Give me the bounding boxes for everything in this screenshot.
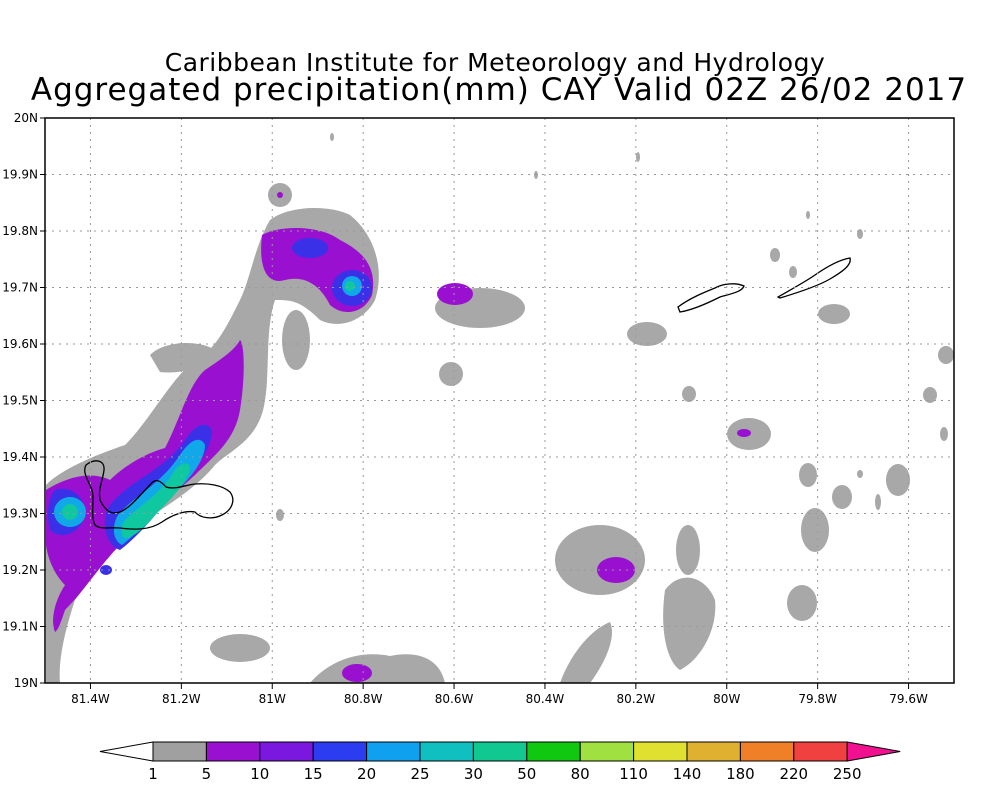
longitude-tick-labels: 81.4W 81.2W 81W 80.8W 80.6W 80.4W 80.2W 80W 79.8… <box>71 683 928 706</box>
coastlines <box>84 257 851 530</box>
x-tick-label: 79.8W <box>798 692 837 706</box>
colorbar-label: 80 <box>571 765 590 783</box>
x-tick-label: 80.8W <box>344 692 383 706</box>
x-tick-label: 80.6W <box>435 692 474 706</box>
x-tick-label: 81.4W <box>71 692 110 706</box>
map-subtitle: Aggregated precipitation(mm) CAY Valid 0… <box>30 72 968 108</box>
colorbar-label: 180 <box>726 765 755 783</box>
x-tick-label: 80W <box>713 692 740 706</box>
colorbar-label: 50 <box>517 765 536 783</box>
colorbar-bin <box>152 741 207 762</box>
colorbar-label: 25 <box>410 765 429 783</box>
x-tick-label: 81.2W <box>162 692 201 706</box>
y-tick-label: 19.6N <box>2 337 38 351</box>
colorbar-label: 140 <box>673 765 702 783</box>
grand-cayman-outline <box>84 460 234 530</box>
colorbar-low-arrow <box>99 741 154 762</box>
colorbar-bin <box>793 741 848 762</box>
y-tick-label: 19.3N <box>2 507 38 521</box>
y-tick-label: 20N <box>14 111 38 125</box>
y-tick-label: 19.8N <box>2 224 38 238</box>
precip-field <box>46 133 954 683</box>
little-cayman-outline <box>776 257 851 299</box>
colorbar-bin <box>366 741 421 762</box>
colorbar-label: 30 <box>464 765 483 783</box>
colorbar-bin <box>472 741 528 762</box>
colorbar-bin <box>419 741 474 762</box>
cayman-brac-outline <box>677 283 745 313</box>
y-tick-label: 19.7N <box>2 281 38 295</box>
lat-lon-grid <box>45 118 954 683</box>
colorbar-label: 10 <box>250 765 269 783</box>
colorbar-bin <box>579 741 635 762</box>
colorbar-bin <box>686 741 741 762</box>
colorbar-legend: 1 5 10 15 20 25 30 50 80 110 140 180 220 250 <box>99 741 901 783</box>
colorbar-label: 220 <box>779 765 808 783</box>
colorbar-bin <box>633 741 688 762</box>
x-tick-label: 81W <box>259 692 286 706</box>
colorbar-label: 20 <box>357 765 376 783</box>
colorbar-bin <box>739 741 795 762</box>
y-tick-label: 19N <box>14 676 38 690</box>
y-tick-label: 19.1N <box>2 620 38 634</box>
latitude-tick-labels: 20N 19.9N 19.8N 19.7N 19.6N 19.5N 19.4N 19.3N 19… <box>2 111 45 690</box>
colorbar-bin <box>205 741 261 762</box>
colorbar-label: 110 <box>619 765 648 783</box>
colorbar-label: 5 <box>202 765 212 783</box>
map-title: Caribbean Institute for Meteorology and … <box>164 48 826 77</box>
x-tick-label: 80.2W <box>617 692 656 706</box>
colorbar-label: 1 <box>148 765 158 783</box>
colorbar-label: 250 <box>833 765 862 783</box>
y-tick-label: 19.2N <box>2 563 38 577</box>
y-tick-label: 19.4N <box>2 450 38 464</box>
colorbar-bin <box>259 741 314 762</box>
y-tick-label: 19.9N <box>2 168 38 182</box>
x-tick-label: 79.6W <box>889 692 928 706</box>
colorbar-bin <box>526 741 581 762</box>
colorbar-bin <box>312 741 368 762</box>
x-tick-label: 80.4W <box>526 692 565 706</box>
y-tick-label: 19.5N <box>2 394 38 408</box>
colorbar-label: 15 <box>304 765 323 783</box>
colorbar-high-arrow <box>846 741 901 762</box>
